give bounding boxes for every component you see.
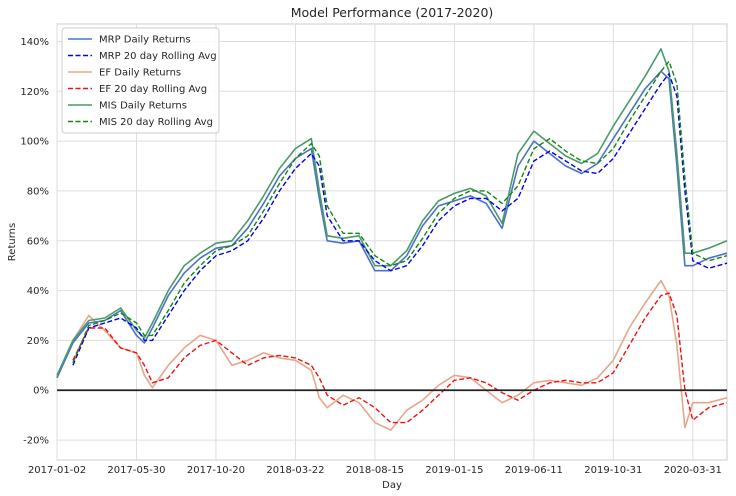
x-axis-label: Day <box>382 480 402 491</box>
x-tick-label: 2019-01-15 <box>425 465 483 476</box>
x-tick-label: 2019-06-11 <box>505 465 563 476</box>
y-tick-labels: -20% 0% 20% 40% 60% 80% 100% 120% 140% <box>20 37 49 447</box>
y-tick-label: 60% <box>27 236 49 247</box>
y-tick-label: 140% <box>20 37 49 48</box>
y-tick-label: 120% <box>20 87 49 98</box>
legend-label: MIS Daily Returns <box>99 101 187 112</box>
x-tick-label: 2018-03-22 <box>266 465 324 476</box>
legend-label: MIS 20 day Rolling Avg <box>99 117 213 128</box>
legend-label: EF 20 day Rolling Avg <box>99 84 207 95</box>
x-tick-label: 2017-10-20 <box>187 465 245 476</box>
series-line-ef-20-day-rolling-avg <box>72 292 728 424</box>
series-line-ef-daily-returns <box>56 279 728 431</box>
x-tick-labels: 2017-01-02 2017-05-30 2017-10-20 2018-03-22… <box>28 465 722 476</box>
legend-label: EF Daily Returns <box>99 68 181 79</box>
legend-label: MRP 20 day Rolling Avg <box>99 51 217 62</box>
series-layer <box>56 48 728 431</box>
y-tick-label: 20% <box>27 336 49 347</box>
chart-title: Model Performance (2017-2020) <box>291 5 494 20</box>
series-line-mrp-20-day-rolling-avg <box>72 73 728 366</box>
x-tick-label: 2019-10-31 <box>584 465 642 476</box>
y-tick-label: -20% <box>23 436 49 447</box>
legend-label: MRP Daily Returns <box>99 35 191 46</box>
y-tick-label: 40% <box>27 286 49 297</box>
legend: MRP Daily Returns MRP 20 day Rolling Avg E… <box>61 27 220 134</box>
x-tick-label: 2017-01-02 <box>28 465 86 476</box>
x-tick-label: 2018-08-15 <box>346 465 404 476</box>
y-tick-label: 100% <box>20 137 49 148</box>
x-tick-label: 2020-03-31 <box>664 465 722 476</box>
legend-box <box>61 27 220 134</box>
y-axis-label: Returns <box>7 223 18 261</box>
y-tick-label: 0% <box>33 386 49 397</box>
series-line-mis-20-day-rolling-avg <box>72 60 728 364</box>
y-tick-label: 80% <box>27 186 49 197</box>
x-tick-label: 2017-05-30 <box>107 465 165 476</box>
